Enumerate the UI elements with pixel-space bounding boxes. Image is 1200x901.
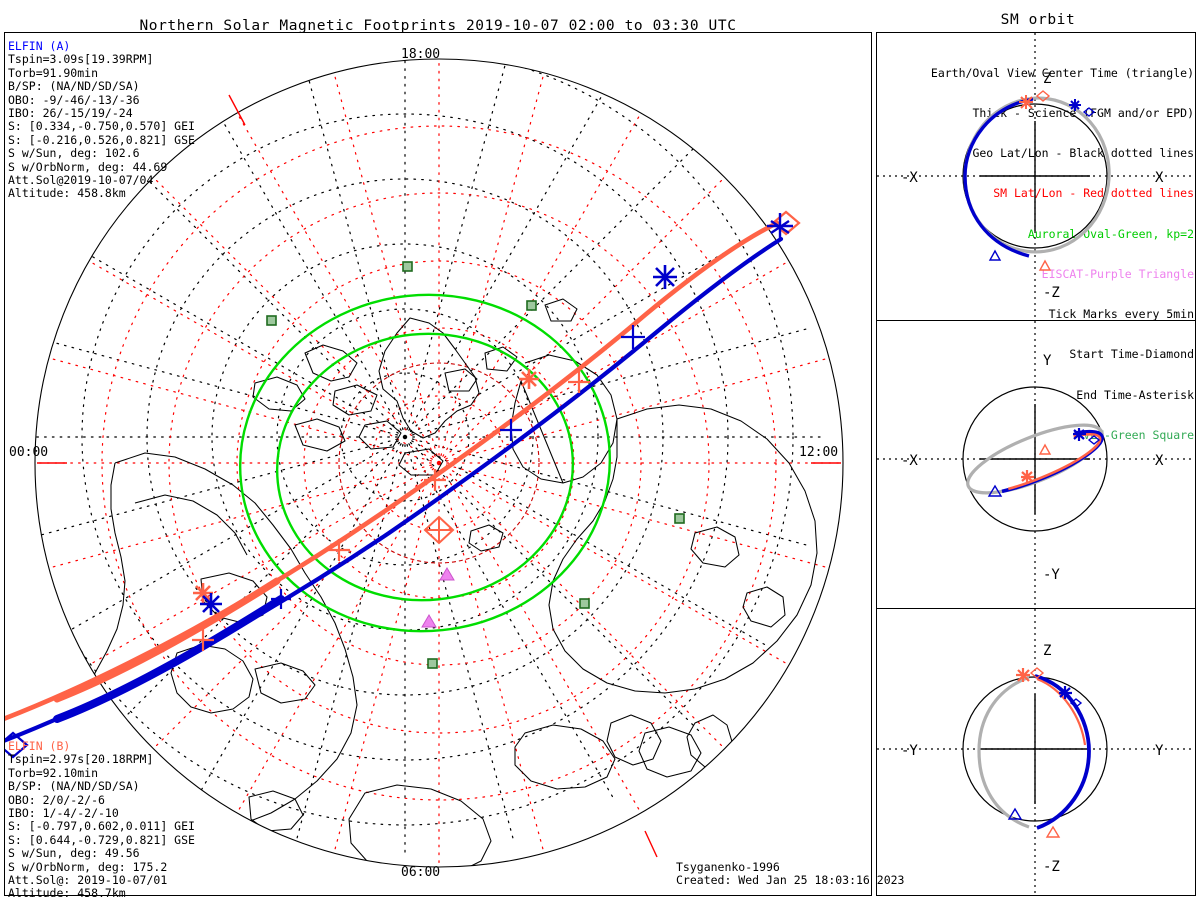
mlt-label-right: 12:00: [799, 445, 839, 460]
oval-crossing-markers: [193, 369, 539, 603]
track-crossing-marker-blue: [200, 265, 677, 615]
legend-item: SM Lat/Lon - Red dotted lines: [993, 186, 1194, 201]
sm-orbit-column: Z X -X -Z Y X: [876, 32, 1196, 896]
sm-yz-axis-bottom: -Z: [1043, 859, 1060, 875]
sm-xz-axis-left: -X: [901, 170, 918, 186]
legend-item: Auroral Oval-Green, kp=2: [1027, 226, 1194, 241]
page-title: Northern Solar Magnetic Footprints 2019-…: [139, 18, 737, 34]
legend-item: EISCAT-Purple Triangle: [1041, 266, 1194, 281]
vlf-square: [266, 261, 685, 669]
polar-map-svg: [5, 58, 844, 868]
elfin-a-info: ELFIN (A) Tspin=3.09s[19.39RPM] Torb=91.…: [8, 39, 195, 201]
sm-xy-svg: Y X -X -Y: [877, 321, 1194, 609]
sm-xz-axis-top: Z: [1043, 71, 1051, 87]
sm-orbit-title: SM orbit: [1000, 12, 1076, 28]
sm-xy-axis-right: X: [1155, 453, 1164, 469]
sm-inner-circle: [338, 362, 540, 564]
legend-item: Tick Marks every 5min: [1048, 307, 1194, 322]
elfin-a-lines: Tspin=3.09s[19.39RPM] Torb=91.90min B/SP…: [8, 52, 195, 201]
sm-xz-axis-right: X: [1155, 170, 1164, 186]
sm-panel-xz: Z X -X -Z: [877, 33, 1195, 320]
sm-yz-svg: Z Y -Y -Z: [877, 608, 1194, 896]
sm-xz-svg: Z X -X -Z: [877, 33, 1194, 320]
elfin-b-header: ELFIN (B): [8, 739, 71, 753]
sm-xz-axis-bottom: -Z: [1043, 285, 1060, 301]
elfin-b-info: ELFIN (B) Tspin=2.97s[20.18RPM] Torb=92.…: [8, 739, 195, 901]
auroral-oval: [238, 293, 612, 633]
sm-xy-axis-bottom: -Y: [1043, 567, 1060, 583]
legend-item: Earth/Oval View Center Time (triangle): [930, 65, 1194, 80]
legend-item: Geo Lat/Lon - Black dotted lines: [972, 146, 1194, 161]
end-time-asterisk-a: [767, 213, 793, 239]
elfin-b-lines: Tspin=2.97s[20.18RPM] Torb=92.10min B/SP…: [8, 752, 195, 901]
start-time-diamond-a: [5, 731, 29, 759]
sm-yz-axis-left: -Y: [901, 743, 918, 759]
elfin-b-tickmarks: [192, 371, 590, 651]
sm-yz-axis-top: Z: [1043, 643, 1051, 659]
mlt-label-top: 18:00: [401, 47, 441, 62]
sm-axis-highlight: [37, 94, 841, 858]
disk-boundary: [34, 58, 844, 868]
sm-xy-axis-left: -X: [901, 453, 918, 469]
elfin-a-science-segment: [53, 595, 285, 723]
sm-panel-xy: Y X -X -Y: [877, 320, 1195, 609]
legend-item: Start Time-Diamond: [1069, 347, 1194, 362]
eiscat-triangle: [421, 567, 455, 628]
model-footnote: Tsyganenko-1996 Created: Wed Jan 25 18:0…: [676, 860, 905, 888]
legend-item: Thick - Science (FGM and/or EPD): [972, 106, 1194, 121]
sm-grid: [35, 59, 843, 867]
elfin-a-tickmarks: [271, 325, 645, 609]
elfin-b-science-segment: [53, 577, 281, 703]
legend: Earth/Oval View Center Time (triangle) T…: [931, 40, 1194, 469]
legend-item: End Time-Asterisk: [1076, 387, 1194, 402]
view-center-marker: [423, 515, 455, 545]
sm-yz-axis-right: Y: [1155, 743, 1164, 759]
main-polar-plot: 18:00 00:00 12:00 06:00: [4, 32, 872, 896]
elfin-a-header: ELFIN (A): [8, 39, 71, 53]
sm-panel-yz: Z Y -Y -Z: [877, 607, 1195, 896]
sm-xy-axis-top: Y: [1043, 353, 1052, 369]
start-time-diamond-b: [771, 210, 801, 236]
mlt-label-left: 00:00: [9, 445, 49, 460]
mlt-label-bottom: 06:00: [401, 865, 441, 880]
